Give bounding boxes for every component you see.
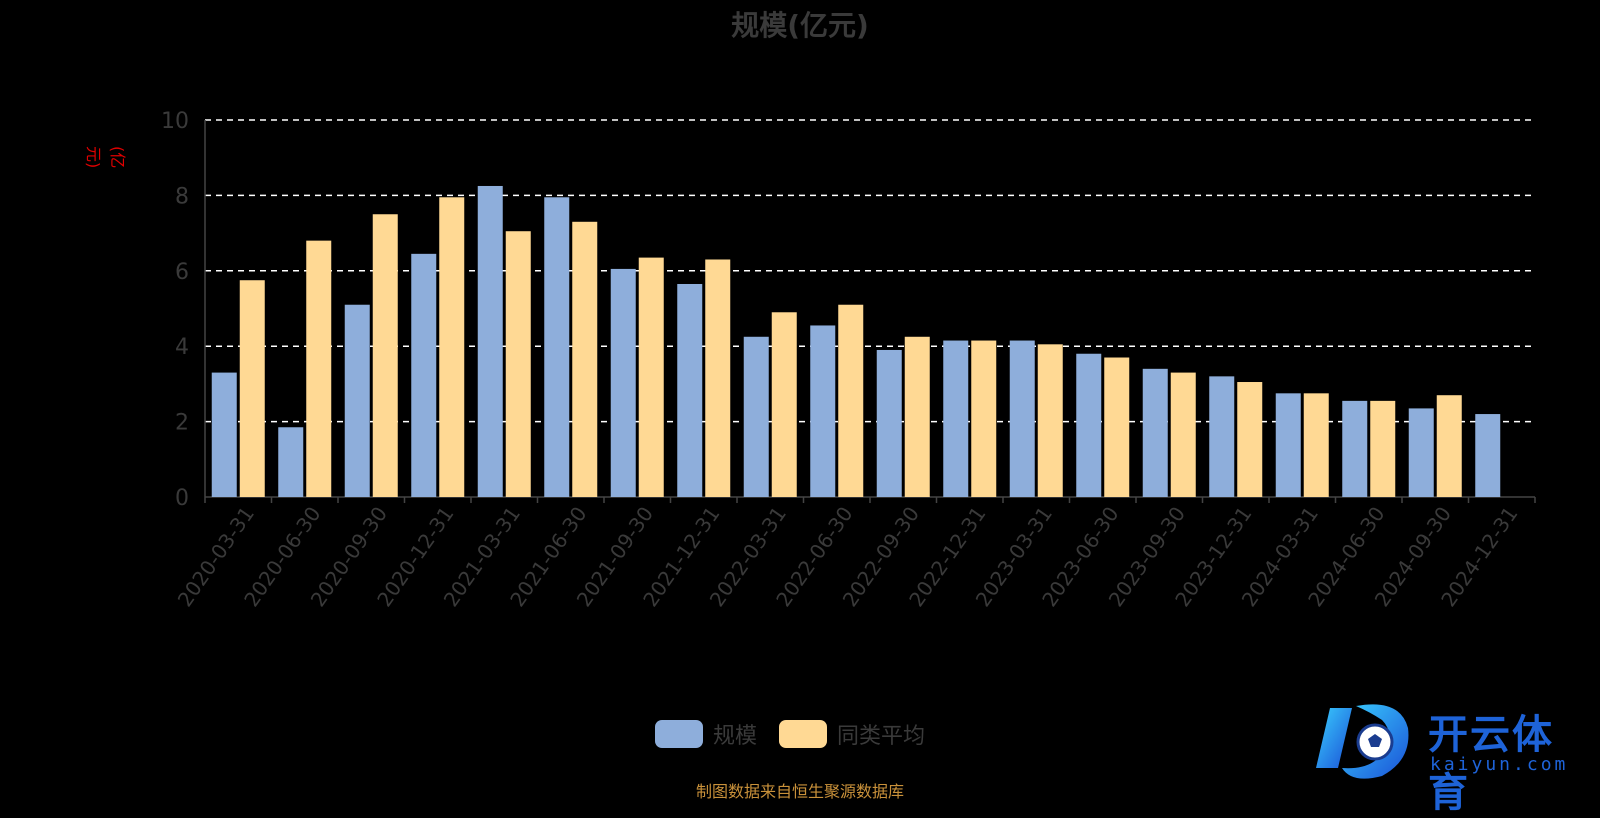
legend-label-peer-average: 同类平均: [837, 724, 926, 749]
bar-scale: [610, 268, 636, 497]
y-tick-label: 4: [175, 335, 189, 360]
bar-scale: [743, 336, 769, 497]
legend-item-scale[interactable]: 规模: [655, 718, 757, 750]
legend-item-peer-average[interactable]: 同类平均: [779, 718, 925, 750]
bar-scale: [211, 372, 237, 497]
bar-peer-average: [439, 197, 465, 497]
bar-scale: [1009, 340, 1035, 497]
y-tick-label: 10: [161, 109, 189, 134]
bar-chart: 02468102020-03-312020-06-302020-09-30202…: [161, 109, 1536, 611]
bar-peer-average: [1436, 395, 1462, 497]
legend-label-scale: 规模: [713, 724, 758, 749]
y-tick-label: 0: [175, 486, 189, 511]
bar-peer-average: [1170, 372, 1196, 497]
bar-scale: [1076, 353, 1102, 497]
bar-peer-average: [904, 336, 930, 497]
bar-peer-average: [1237, 382, 1263, 497]
bar-scale: [876, 349, 902, 497]
watermark-domain: kaiyun.com: [1430, 754, 1569, 775]
bar-peer-average: [705, 259, 731, 497]
bar-peer-average: [1037, 344, 1063, 497]
bar-peer-average: [771, 312, 797, 497]
bar-scale: [1142, 368, 1168, 497]
legend-swatch-scale: [655, 720, 703, 748]
bar-scale: [677, 283, 703, 497]
bar-scale: [1475, 414, 1501, 497]
legend-swatch-peer-average: [779, 720, 828, 748]
bar-scale: [411, 253, 437, 497]
chart-title: 规模(亿元): [731, 9, 869, 42]
kaiyun-logo-icon: [1316, 704, 1409, 779]
bar-peer-average: [572, 221, 598, 498]
bar-scale: [1209, 376, 1235, 497]
bar-peer-average: [1370, 400, 1396, 497]
bar-peer-average: [1104, 357, 1130, 497]
bar-scale: [344, 304, 370, 497]
bar-peer-average: [638, 257, 664, 497]
bar-peer-average: [306, 240, 332, 497]
bar-peer-average: [372, 214, 398, 497]
bar-peer-average: [1303, 393, 1329, 497]
bar-peer-average: [971, 340, 997, 497]
bar-scale: [810, 325, 836, 497]
bar-scale: [477, 185, 503, 497]
bar-scale: [1275, 393, 1301, 497]
watermark-logo: 开云体育 kaiyun.com: [1312, 698, 1592, 816]
bar-scale: [943, 340, 969, 497]
legend: 规模 同类平均: [655, 718, 947, 750]
y-tick-label: 8: [175, 184, 189, 209]
bar-scale: [1342, 400, 1368, 497]
bar-scale: [278, 427, 304, 497]
data-source-note: 制图数据来自恒生聚源数据库: [695, 782, 904, 801]
bar-scale: [544, 197, 570, 497]
bar-peer-average: [239, 280, 265, 497]
bar-peer-average: [505, 231, 531, 497]
y-tick-label: 2: [175, 411, 189, 436]
y-tick-label: 6: [175, 260, 189, 285]
bar-scale: [1408, 408, 1434, 497]
bar-peer-average: [838, 304, 864, 497]
